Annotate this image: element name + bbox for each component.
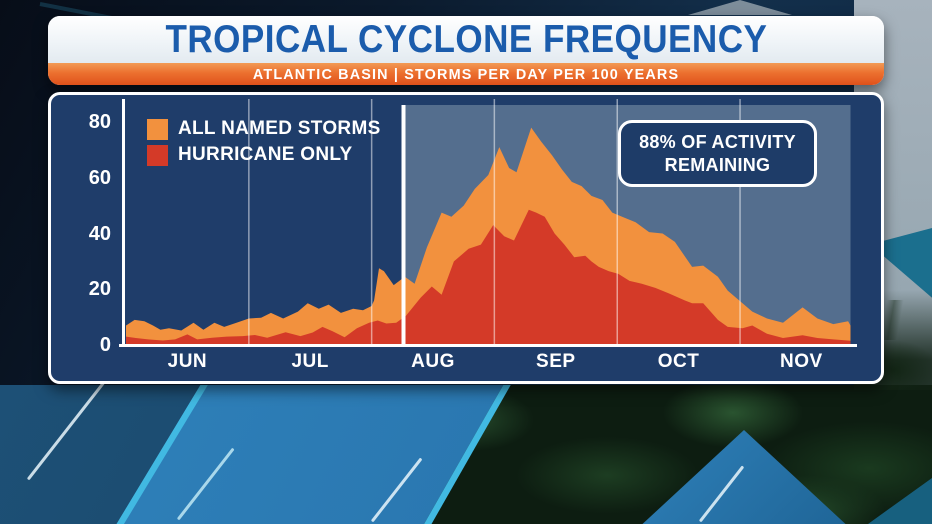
page-subtitle: ATLANTIC BASIN | STORMS PER DAY PER 100 …: [252, 65, 680, 83]
month-gridline: [616, 99, 618, 345]
legend-label: ALL NAMED STORMS: [178, 118, 381, 139]
x-axis-label-sep: SEP: [536, 351, 576, 372]
y-axis-tick-0: 0: [99, 334, 111, 356]
legend-swatch-red: [147, 144, 168, 166]
legend-swatch-orange: [147, 118, 168, 140]
legend-item-all-named-storms: ALL NAMED STORMS: [147, 116, 381, 142]
activity-remaining-callout: 88% OF ACTIVITY REMAINING: [618, 120, 817, 187]
area-series-hurricane-only: [126, 209, 851, 345]
x-axis-label-aug: AUG: [411, 351, 455, 372]
x-axis-label-nov: NOV: [780, 351, 823, 372]
y-axis-tick-80: 80: [88, 111, 111, 133]
y-axis-tick-40: 40: [88, 222, 111, 245]
x-axis-label-jul: JUL: [291, 351, 329, 372]
y-axis-tick-60: 60: [88, 166, 111, 189]
background-lower-bands: [0, 385, 932, 524]
x-axis-label-jun: JUN: [167, 351, 208, 372]
callout-line-2: REMAINING: [664, 154, 771, 175]
background-gray-peak: [688, 0, 792, 15]
title-bar: TROPICAL CYCLONE FREQUENCY: [48, 16, 884, 63]
header-card: TROPICAL CYCLONE FREQUENCY ATLANTIC BASI…: [48, 16, 884, 85]
legend-item-hurricane-only: HURRICANE ONLY: [147, 142, 381, 168]
month-gridline: [739, 99, 741, 345]
month-gridline: [493, 99, 496, 345]
y-axis-line: [122, 99, 125, 345]
subtitle-bar: ATLANTIC BASIN | STORMS PER DAY PER 100 …: [48, 63, 884, 85]
month-gridline: [370, 99, 373, 345]
month-gridline: [248, 99, 250, 345]
x-axis-line: [119, 344, 857, 347]
plot-area: ALL NAMED STORMS HURRICANE ONLY 88% OF A…: [51, 95, 881, 381]
x-axis-label-oct: OCT: [657, 351, 700, 372]
chart-legend: ALL NAMED STORMS HURRICANE ONLY: [147, 116, 381, 168]
today-marker-line: [401, 105, 406, 345]
chart-panel: ALL NAMED STORMS HURRICANE ONLY 88% OF A…: [48, 92, 884, 384]
callout-line-1: 88% OF ACTIVITY: [639, 131, 796, 152]
y-axis-tick-20: 20: [88, 278, 111, 301]
page-title: TROPICAL CYCLONE FREQUENCY: [165, 17, 767, 61]
legend-label: HURRICANE ONLY: [178, 144, 353, 165]
